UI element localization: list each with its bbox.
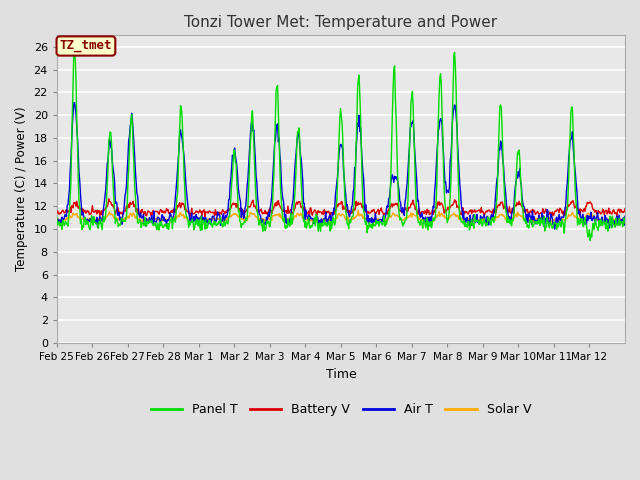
Title: Tonzi Tower Met: Temperature and Power: Tonzi Tower Met: Temperature and Power bbox=[184, 15, 497, 30]
Legend: Panel T, Battery V, Air T, Solar V: Panel T, Battery V, Air T, Solar V bbox=[146, 398, 536, 421]
Y-axis label: Temperature (C) / Power (V): Temperature (C) / Power (V) bbox=[15, 107, 28, 272]
X-axis label: Time: Time bbox=[326, 368, 356, 381]
Text: TZ_tmet: TZ_tmet bbox=[60, 39, 112, 52]
